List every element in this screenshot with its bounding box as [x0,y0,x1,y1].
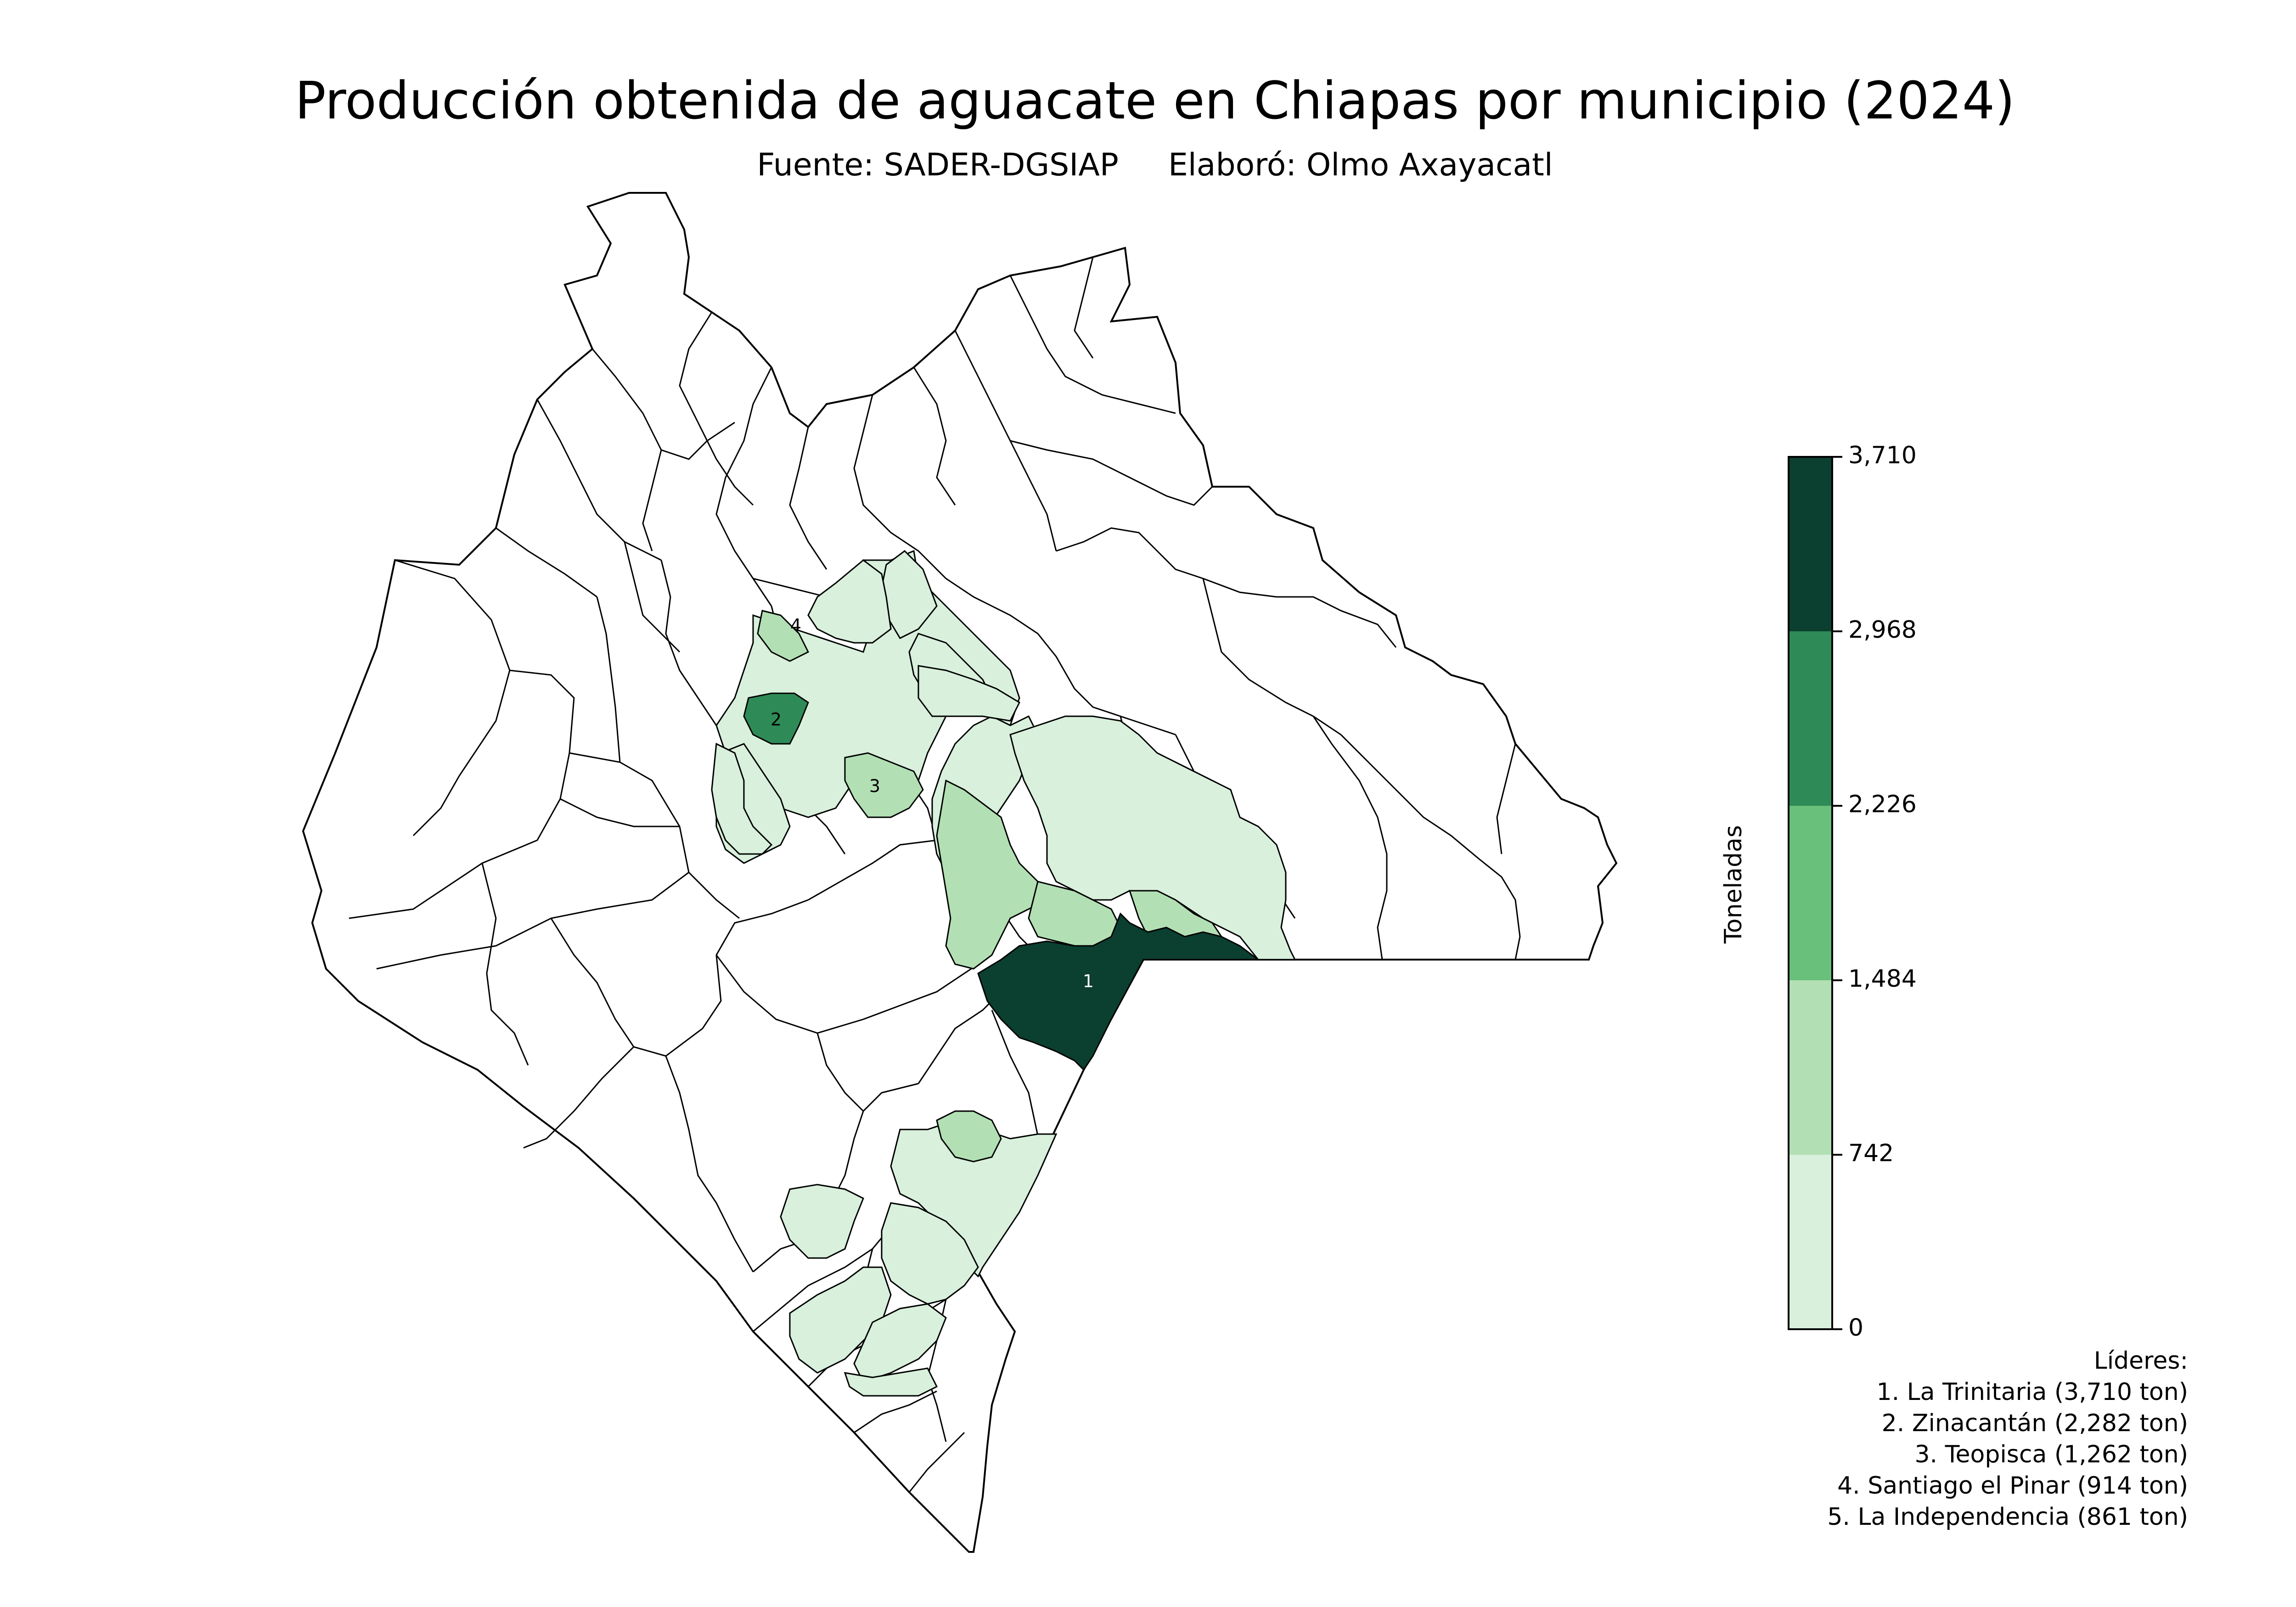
rank-label-3: 3 [869,776,880,796]
choropleth-layer [711,550,1296,1397]
leader-item-3: 3. Teopisca (1,262 ton) [1914,1441,2188,1468]
municipality-shaded [936,1110,1002,1163]
colorbar-bin-5 [1789,457,1832,631]
colorbar-tick-5: 3,710 [1848,442,1917,469]
map-title: Producción obtenida de aguacate en Chiap… [295,71,2015,131]
municipality-zinacantan [743,692,809,745]
leaders-list: Líderes: 1. La Trinitaria (3,710 ton) 2.… [1827,1345,2188,1533]
municipality-shaded [917,665,1020,722]
leader-item-4: 4. Santiago el Pinar (914 ton) [1837,1472,2188,1500]
colorbar-bin-1 [1789,1155,1832,1329]
colorbar [1788,456,1842,1330]
rank-label-2: 2 [771,709,782,730]
map-subtitle: Fuente: SADER-DGSIAP Elaboró: Olmo Axaya… [757,147,1553,183]
colorbar-tick-3: 2,226 [1848,791,1917,818]
colorbar-bin-3 [1789,806,1832,980]
municipality-santiago-el-pinar [757,610,810,662]
colorbar-tick-4: 2,968 [1848,616,1917,644]
municipality-shaded [780,1184,864,1259]
municipality-shaded [807,559,892,644]
colorbar-bin-2 [1789,980,1832,1155]
municipality-shaded [844,1367,938,1397]
municipality-shaded [1009,715,1296,961]
colorbar-tick-2: 1,484 [1848,965,1917,993]
municipality-shaded [936,779,1048,970]
colorbar-bin-4 [1789,631,1832,806]
colorbar-frame [1788,456,1833,1330]
colorbar-tick-0: 0 [1848,1314,1864,1342]
municipality-shaded [711,742,773,855]
municipality-la-trinitaria [977,912,1261,1071]
municipality-shaded [881,1202,979,1305]
municipality-teopisca [844,752,924,818]
rank-label-1: 1 [1083,971,1094,991]
leader-item-1: 1. La Trinitaria (3,710 ton) [1876,1378,2188,1406]
municipality-shaded [853,1303,947,1383]
rank-label-4: 4 [790,615,801,635]
colorbar-tick-1: 742 [1848,1140,1894,1167]
leaders-heading: Líderes: [2093,1347,2188,1375]
leader-item-5: 5. La Independencia (861 ton) [1827,1503,2188,1531]
leader-item-2: 2. Zinacantán (2,282 ton) [1881,1410,2188,1437]
colorbar-label: Toneladas [1720,825,1747,944]
rank-labels: 1 2 3 4 [771,615,1094,991]
